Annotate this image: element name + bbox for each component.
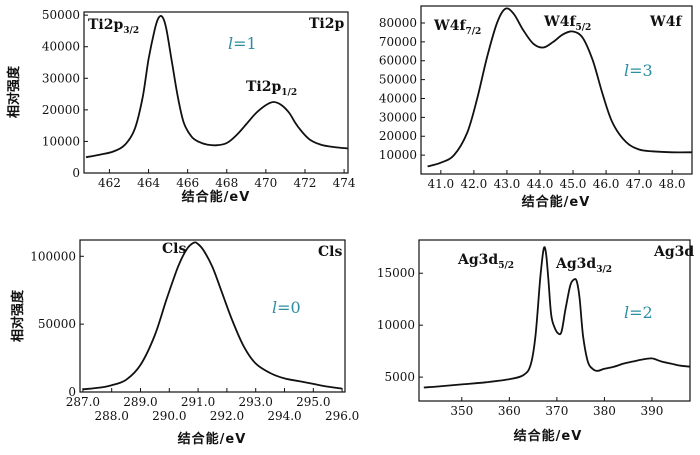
orbital-l-label: l=1 (228, 34, 257, 53)
x-axis-label: 结合能/eV (182, 189, 251, 205)
x-tick-label: 292.0 (210, 409, 244, 423)
y-axis-label: 相对强度 (6, 65, 22, 118)
x-tick-label: 47.0 (626, 177, 653, 191)
x-tick-label: 41.0 (427, 177, 454, 191)
y-tick-label: 80000 (379, 16, 417, 30)
panel-title-w4f: W4f (649, 14, 682, 30)
y-tick-label: 10000 (42, 134, 80, 148)
series-line (85, 15, 349, 159)
orbital-l-label: l=3 (624, 61, 653, 80)
x-axis-label: 结合能/eV (514, 428, 583, 444)
peak-label-w4f7-2: W4f7/2 (433, 18, 481, 37)
y-tick-label: 40000 (379, 91, 417, 105)
y-tick-label: 10000 (377, 318, 415, 332)
x-tick-label: 470 (254, 176, 277, 190)
peak-label-ti2p1-2: Ti2p1/2 (246, 79, 297, 98)
series-line (427, 7, 693, 168)
x-tick-label: 43.0 (494, 177, 521, 191)
x-tick-label: 290.0 (152, 409, 186, 423)
y-tick-label: 0 (68, 385, 76, 399)
y-tick-label: 40000 (42, 40, 80, 54)
peak-label-cls: Cls (162, 241, 186, 257)
y-tick-label: 50000 (38, 317, 76, 331)
x-tick-label: 464 (137, 176, 160, 190)
x-tick-label: 42.0 (461, 177, 488, 191)
x-axis-label: 结合能/eV (522, 194, 591, 210)
y-tick-label: 10000 (379, 148, 417, 162)
panel-ti2p: 462 464 466 468 470 472 474 0 10000 20000 30000 400… (6, 8, 356, 205)
y-axis-label: 相对强度 (10, 289, 26, 342)
x-tick-label: 45.0 (560, 177, 587, 191)
panel-ag3d: 350 360 370 380 390 5000 10000 15000 结合能/eV Ag3… (377, 239, 694, 444)
y-tick-label: 60000 (379, 54, 417, 68)
x-tick-label: 44.0 (527, 177, 554, 191)
panel-w4f: 41.0 42.0 43.0 44.0 45.0 46.0 47.0 48.0 10000 200… (379, 5, 693, 210)
y-tick-label: 70000 (379, 35, 417, 49)
x-tick-label: 288.0 (95, 409, 129, 423)
orbital-l-label: l=2 (624, 303, 653, 322)
x-tick-label: 291.0 (181, 395, 215, 409)
x-tick-label: 46.0 (593, 177, 620, 191)
x-tick-label: 390 (641, 404, 664, 418)
x-tick-label: 462 (98, 176, 121, 190)
y-tick-label: 100000 (30, 249, 76, 263)
x-tick-label: 474 (333, 176, 356, 190)
panel-title-ag3d: Ag3d (653, 244, 694, 260)
x-tick-label: 287.0 (66, 395, 100, 409)
x-tick-label: 289.0 (123, 395, 157, 409)
y-tick-label: 50000 (42, 8, 80, 22)
x-tick-label: 360 (498, 404, 521, 418)
plot-frame (83, 11, 349, 174)
y-tick-label: 0 (72, 166, 80, 180)
plot-frame (418, 239, 691, 402)
peak-label-ag3d5-2: Ag3d5/2 (457, 252, 514, 271)
x-tick-label: 293.0 (239, 395, 273, 409)
x-tick-label: 472 (294, 176, 317, 190)
x-tick-label: 468 (215, 176, 238, 190)
y-tick-label: 50000 (379, 73, 417, 87)
x-tick-label: 48.0 (659, 177, 686, 191)
orbital-l-label: l=0 (272, 298, 301, 317)
plot-frame (79, 239, 346, 393)
x-tick-label: 466 (176, 176, 199, 190)
series-line (423, 246, 691, 389)
y-tick-label: 20000 (379, 129, 417, 143)
plot-frame (420, 5, 693, 175)
x-tick-label: 380 (593, 404, 616, 418)
y-tick-label: 15000 (377, 266, 415, 280)
peak-label-ti2p3-2: Ti2p3/2 (88, 17, 139, 36)
series-line (82, 241, 343, 391)
panel-title-cls: Cls (318, 244, 342, 260)
peak-label-ag3d3-2: Ag3d3/2 (555, 256, 612, 275)
y-tick-label: 30000 (379, 110, 417, 124)
x-tick-label: 294.0 (267, 409, 301, 423)
y-tick-label: 5000 (384, 370, 415, 384)
x-tick-label: 350 (450, 404, 473, 418)
x-axis-label: 结合能/eV (178, 431, 247, 447)
y-tick-label: 30000 (42, 71, 80, 85)
x-tick-label: 296.0 (325, 409, 359, 423)
y-tick-label: 20000 (42, 103, 80, 117)
x-tick-label: 295.0 (296, 395, 330, 409)
x-tick-label: 370 (545, 404, 568, 418)
peak-label-w4f5-2: W4f5/2 (543, 14, 591, 33)
panel-cls: 287.0288.0289.0290.0291.0292.0293.0294.0… (10, 239, 359, 447)
panel-title-ti2p: Ti2p (309, 16, 344, 32)
